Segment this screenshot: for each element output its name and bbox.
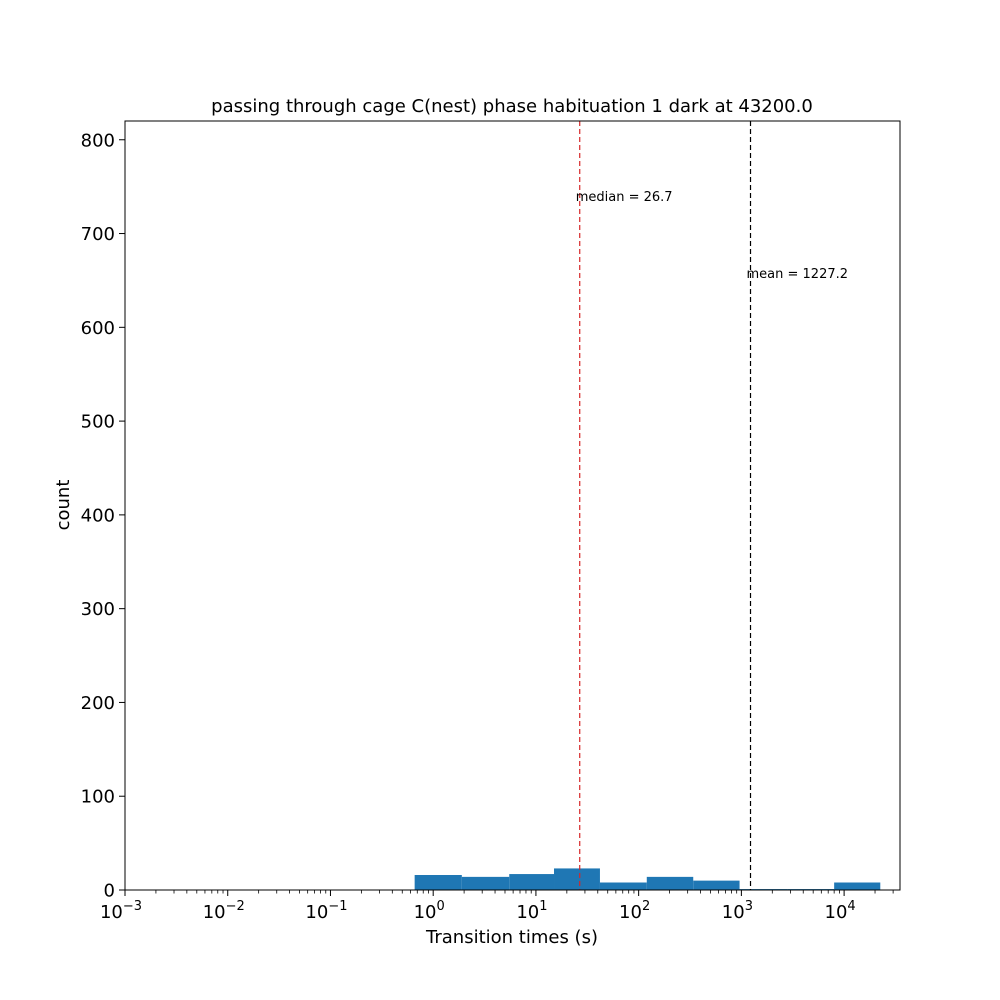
reference-lines-layer: median = 26.7 mean = 1227.2 [576, 121, 848, 890]
y-tick-label-6: 600 [81, 318, 115, 339]
bars-layer [414, 868, 881, 890]
mean-label: mean = 1227.2 [747, 267, 849, 282]
histogram-bar-5 [646, 876, 694, 890]
histogram-bar-1 [461, 876, 510, 890]
plot-frame [124, 120, 901, 891]
x-tick-label-2: 10−1 [305, 899, 347, 923]
median-label: median = 26.7 [576, 190, 673, 205]
histogram-bar-9 [834, 882, 881, 890]
histogram-bar-2 [509, 874, 555, 890]
y-tick-label-4: 400 [81, 505, 115, 526]
y-tick-label-0: 0 [104, 881, 115, 902]
x-axis-label: Transition times (s) [425, 927, 598, 948]
y-axis-label: count [53, 480, 74, 531]
histogram-bar-4 [599, 882, 647, 890]
y-tick-label-8: 800 [81, 130, 115, 151]
y-tick-label-2: 200 [81, 693, 115, 714]
y-tick-label-3: 300 [81, 599, 115, 620]
histogram-bar-0 [414, 875, 462, 890]
chart-title: passing through cage C(nest) phase habit… [211, 96, 813, 117]
y-tick-label-1: 100 [81, 787, 115, 808]
y-axis-ticks: 0 100 200 300 400 500 600 700 800 [81, 130, 125, 902]
y-tick-label-5: 500 [81, 412, 115, 433]
histogram-bar-3 [554, 868, 600, 890]
y-tick-label-7: 700 [81, 224, 115, 245]
histogram-bar-6 [693, 880, 740, 890]
